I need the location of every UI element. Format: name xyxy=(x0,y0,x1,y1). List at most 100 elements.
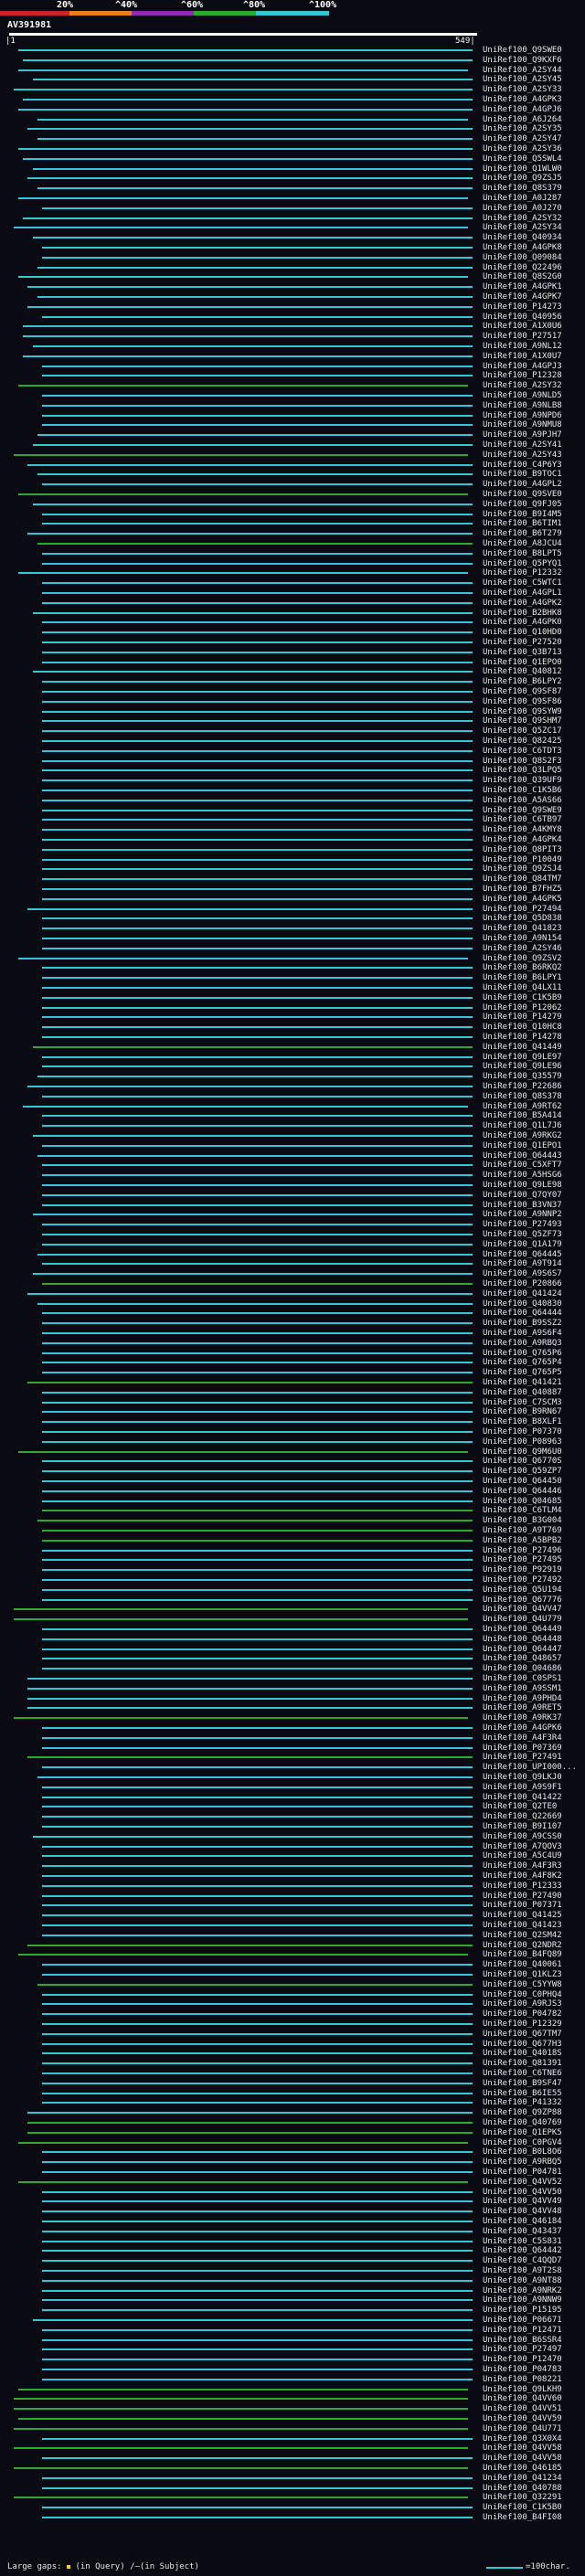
hit-row[interactable]: UniRef100_A9PHD4 xyxy=(0,1694,585,1704)
hit-row[interactable]: UniRef100_P04782 xyxy=(0,2009,585,2019)
hit-label[interactable]: UniRef100_B4FI08 xyxy=(483,2513,562,2522)
hit-label[interactable]: UniRef100_Q41421 xyxy=(483,1378,562,1387)
hit-label[interactable]: UniRef100_A9SSM1 xyxy=(483,1683,562,1693)
hit-label[interactable]: UniRef100_B9SSZ2 xyxy=(483,1319,562,1329)
hit-row[interactable]: UniRef100_A4GPK0 xyxy=(0,618,585,628)
hit-label[interactable]: UniRef100_A2SY36 xyxy=(483,144,562,154)
hit-row[interactable]: UniRef100_Q22669 xyxy=(0,1812,585,1822)
hit-row[interactable]: UniRef100_A4GPK2 xyxy=(0,599,585,609)
hit-row[interactable]: UniRef100_Q1L7J6 xyxy=(0,1121,585,1131)
hit-row[interactable]: UniRef100_C0PGV4 xyxy=(0,2138,585,2148)
hit-row[interactable]: UniRef100_B4FI08 xyxy=(0,2513,585,2523)
hit-label[interactable]: UniRef100_P27491 xyxy=(483,1753,562,1763)
hit-label[interactable]: UniRef100_A9RJS3 xyxy=(483,1999,562,2009)
hit-row[interactable]: UniRef100_A0J287 xyxy=(0,194,585,204)
hit-row[interactable]: UniRef100_A2SY47 xyxy=(0,134,585,144)
hit-row[interactable]: UniRef100_Q59ZP7 xyxy=(0,1467,585,1477)
hit-row[interactable]: UniRef100_A4GPJ3 xyxy=(0,362,585,372)
hit-row[interactable]: UniRef100_C7SCM3 xyxy=(0,1398,585,1408)
hit-label[interactable]: UniRef100_Q4VV58 xyxy=(483,2443,562,2454)
hit-row[interactable]: UniRef100_Q2SM42 xyxy=(0,1931,585,1941)
hit-row[interactable]: UniRef100_P07369 xyxy=(0,1744,585,1754)
hit-label[interactable]: UniRef100_A4GPK8 xyxy=(483,243,562,252)
hit-row[interactable]: UniRef100_P27491 xyxy=(0,1753,585,1763)
hit-label[interactable]: UniRef100_Q5D838 xyxy=(483,914,562,924)
hit-row[interactable]: UniRef100_Q1EPO1 xyxy=(0,1141,585,1151)
hit-row[interactable]: UniRef100_Q4VV50 xyxy=(0,2188,585,2198)
hit-label[interactable]: UniRef100_UPI000... xyxy=(483,1763,577,1773)
hit-row[interactable]: UniRef100_Q4U779 xyxy=(0,1615,585,1625)
hit-row[interactable]: UniRef100_A2SY32 xyxy=(0,214,585,224)
hit-row[interactable]: UniRef100_C6TLM4 xyxy=(0,1506,585,1516)
hit-row[interactable]: UniRef100_P14273 xyxy=(0,302,585,313)
hit-row[interactable]: UniRef100_A9S6S7 xyxy=(0,1269,585,1279)
hit-label[interactable]: UniRef100_Q8S379 xyxy=(483,184,562,194)
hit-row[interactable]: UniRef100_B9I107 xyxy=(0,1822,585,1832)
hit-row[interactable]: UniRef100_P27493 xyxy=(0,1220,585,1230)
hit-label[interactable]: UniRef100_Q2NDR2 xyxy=(483,1940,562,1950)
hit-label[interactable]: UniRef100_P14278 xyxy=(483,1033,562,1042)
hit-label[interactable]: UniRef100_P07370 xyxy=(483,1427,562,1436)
hit-row[interactable]: UniRef100_Q39UF9 xyxy=(0,776,585,786)
hit-label[interactable]: UniRef100_A5HSG6 xyxy=(483,1171,562,1181)
hit-row[interactable]: UniRef100_Q40956 xyxy=(0,313,585,323)
hit-row[interactable]: UniRef100_P27490 xyxy=(0,1892,585,1902)
hit-label[interactable]: UniRef100_Q41823 xyxy=(483,924,562,934)
hit-row[interactable]: UniRef100_Q4VV51 xyxy=(0,2404,585,2414)
hit-row[interactable]: UniRef100_Q81391 xyxy=(0,2059,585,2069)
hit-label[interactable]: UniRef100_B6IE55 xyxy=(483,2088,562,2098)
hit-label[interactable]: UniRef100_A4GPK0 xyxy=(483,618,562,628)
hit-row[interactable]: UniRef100_Q40830 xyxy=(0,1299,585,1309)
hit-row[interactable]: UniRef100_P27496 xyxy=(0,1546,585,1556)
hit-label[interactable]: UniRef100_Q5U194 xyxy=(483,1585,562,1595)
hit-row[interactable]: UniRef100_A4GPL1 xyxy=(0,588,585,599)
hit-row[interactable]: UniRef100_Q9LKH9 xyxy=(0,2385,585,2395)
hit-row[interactable]: UniRef100_Q9SVE0 xyxy=(0,490,585,500)
hit-label[interactable]: UniRef100_P12328 xyxy=(483,371,562,381)
hit-label[interactable]: UniRef100_Q40788 xyxy=(483,2483,562,2493)
hit-row[interactable]: UniRef100_Q1KLZ3 xyxy=(0,1970,585,1980)
hit-label[interactable]: UniRef100_B5A414 xyxy=(483,1111,562,1121)
hit-label[interactable]: UniRef100_Q40934 xyxy=(483,233,562,243)
hit-label[interactable]: UniRef100_Q10HD0 xyxy=(483,628,562,638)
hit-row[interactable]: UniRef100_A9N154 xyxy=(0,934,585,944)
hit-row[interactable]: UniRef100_Q8S2G0 xyxy=(0,272,585,282)
hit-row[interactable]: UniRef100_Q9M6U0 xyxy=(0,1447,585,1458)
hit-row[interactable]: UniRef100_Q64442 xyxy=(0,2246,585,2256)
hit-label[interactable]: UniRef100_Q9SYW9 xyxy=(483,706,562,716)
hit-row[interactable]: UniRef100_Q9ZP88 xyxy=(0,2108,585,2118)
hit-label[interactable]: UniRef100_C4P6Y3 xyxy=(483,460,562,470)
hit-row[interactable]: UniRef100_P41332 xyxy=(0,2098,585,2108)
hit-row[interactable]: UniRef100_Q40934 xyxy=(0,233,585,243)
hit-label[interactable]: UniRef100_Q8S378 xyxy=(483,1091,562,1101)
hit-label[interactable]: UniRef100_Q40769 xyxy=(483,2118,562,2127)
hit-label[interactable]: UniRef100_C1K5B0 xyxy=(483,2503,562,2513)
hit-label[interactable]: UniRef100_P04781 xyxy=(483,2168,562,2177)
hit-row[interactable]: UniRef100_Q9SWE9 xyxy=(0,806,585,816)
hit-label[interactable]: UniRef100_A9NNP2 xyxy=(483,1210,562,1220)
hit-row[interactable]: UniRef100_Q4VV59 xyxy=(0,2414,585,2424)
hit-row[interactable]: UniRef100_A9T769 xyxy=(0,1526,585,1536)
hit-label[interactable]: UniRef100_Q5SWL4 xyxy=(483,154,562,164)
hit-label[interactable]: UniRef100_C0SPS1 xyxy=(483,1674,562,1683)
hit-row[interactable]: UniRef100_A2SY46 xyxy=(0,944,585,954)
hit-label[interactable]: UniRef100_Q4018S xyxy=(483,2049,562,2059)
hit-row[interactable]: UniRef100_P27492 xyxy=(0,1575,585,1585)
hit-label[interactable]: UniRef100_Q64442 xyxy=(483,2246,562,2256)
hit-label[interactable]: UniRef100_Q04685 xyxy=(483,1496,562,1506)
hit-row[interactable]: UniRef100_Q3LPQ5 xyxy=(0,766,585,776)
hit-row[interactable]: UniRef100_Q9LE98 xyxy=(0,1181,585,1191)
hit-label[interactable]: UniRef100_B3G004 xyxy=(483,1516,562,1526)
hit-row[interactable]: UniRef100_A2SY35 xyxy=(0,124,585,134)
hit-row[interactable]: UniRef100_C1K5B6 xyxy=(0,786,585,796)
hit-row[interactable]: UniRef100_A9RKG2 xyxy=(0,1131,585,1141)
hit-label[interactable]: UniRef100_A2SY47 xyxy=(483,134,562,144)
hit-label[interactable]: UniRef100_Q4VV59 xyxy=(483,2414,562,2423)
hit-label[interactable]: UniRef100_Q9SWE0 xyxy=(483,46,562,55)
hit-label[interactable]: UniRef100_A2SY35 xyxy=(483,124,562,134)
hit-label[interactable]: UniRef100_P04782 xyxy=(483,2009,562,2019)
hit-row[interactable]: UniRef100_Q09084 xyxy=(0,253,585,263)
hit-label[interactable]: UniRef100_B2BHK8 xyxy=(483,608,562,618)
hit-row[interactable]: UniRef100_B6IE55 xyxy=(0,2089,585,2099)
hit-row[interactable]: UniRef100_P07371 xyxy=(0,1901,585,1911)
